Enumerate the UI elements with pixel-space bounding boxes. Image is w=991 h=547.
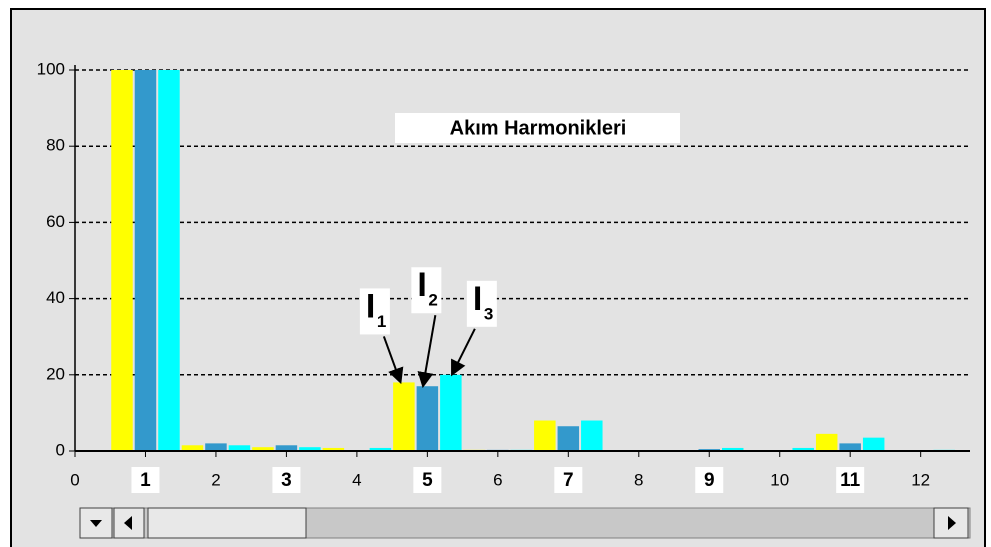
bar — [181, 445, 204, 451]
x-tick-label: 10 — [770, 470, 789, 489]
bar — [134, 70, 157, 451]
x-tick-label: 1 — [140, 470, 151, 491]
annotation-label: I — [417, 266, 426, 304]
chart-title: Akım Harmonikleri — [450, 117, 627, 139]
bar — [299, 447, 321, 451]
y-tick-label: 0 — [56, 440, 65, 459]
x-tick-label: 5 — [422, 470, 433, 491]
bar — [416, 386, 439, 451]
annotation-label: I — [473, 280, 482, 318]
x-tick-box — [272, 467, 301, 493]
scrollbar[interactable] — [79, 507, 971, 539]
scroll-left-button[interactable] — [113, 507, 145, 539]
x-tick-label: 2 — [211, 470, 220, 489]
y-tick-label: 100 — [37, 59, 65, 78]
annotation-arrow — [451, 328, 476, 377]
x-tick-label: 3 — [281, 470, 292, 491]
bar — [158, 70, 180, 451]
bar — [252, 447, 274, 451]
annotation-box — [411, 267, 442, 314]
x-tick-label: 12 — [911, 470, 930, 489]
x-tick-box — [413, 467, 442, 493]
x-tick-box — [554, 467, 583, 493]
bar — [440, 374, 462, 451]
x-tick-box — [131, 467, 160, 493]
bar — [322, 447, 345, 451]
x-tick-label: 0 — [70, 470, 79, 489]
x-tick-label: 11 — [840, 470, 861, 491]
left-arrow-icon — [124, 516, 132, 530]
right-arrow-icon — [948, 516, 956, 530]
annotation-box — [359, 288, 390, 335]
x-tick-box — [695, 467, 724, 493]
bar — [111, 70, 133, 451]
y-tick-label: 20 — [46, 364, 65, 383]
x-tick-label: 4 — [352, 470, 361, 489]
bar — [792, 447, 814, 451]
annotation-label: I — [366, 287, 375, 325]
bar — [228, 445, 251, 451]
annotation-subscript: 1 — [377, 312, 386, 331]
bar — [369, 447, 392, 451]
x-tick-label: 8 — [634, 470, 643, 489]
annotation-box — [466, 280, 497, 327]
bar — [557, 426, 580, 451]
y-tick-label: 40 — [46, 288, 65, 307]
bar — [581, 420, 603, 451]
annotation-subscript: 3 — [484, 304, 493, 323]
bar — [205, 443, 227, 451]
bar — [393, 382, 415, 451]
bar — [862, 437, 885, 451]
bar — [721, 447, 744, 451]
x-tick-label: 7 — [563, 470, 574, 491]
scroll-thumb[interactable] — [147, 507, 307, 539]
y-tick-label: 60 — [46, 212, 65, 231]
y-tick-label: 80 — [46, 136, 65, 155]
bar — [275, 445, 298, 451]
annotation-subscript: 2 — [428, 291, 437, 310]
annotation-arrow — [417, 315, 437, 389]
bar — [534, 420, 556, 451]
title-box — [395, 113, 680, 143]
annotation-arrow — [382, 336, 404, 385]
x-tick-label: 9 — [704, 470, 715, 491]
panel — [10, 8, 986, 547]
dropdown-icon — [90, 520, 102, 527]
x-tick-label: 6 — [493, 470, 502, 489]
bar — [839, 443, 861, 451]
bar — [815, 433, 838, 451]
x-tick-box — [836, 467, 865, 493]
